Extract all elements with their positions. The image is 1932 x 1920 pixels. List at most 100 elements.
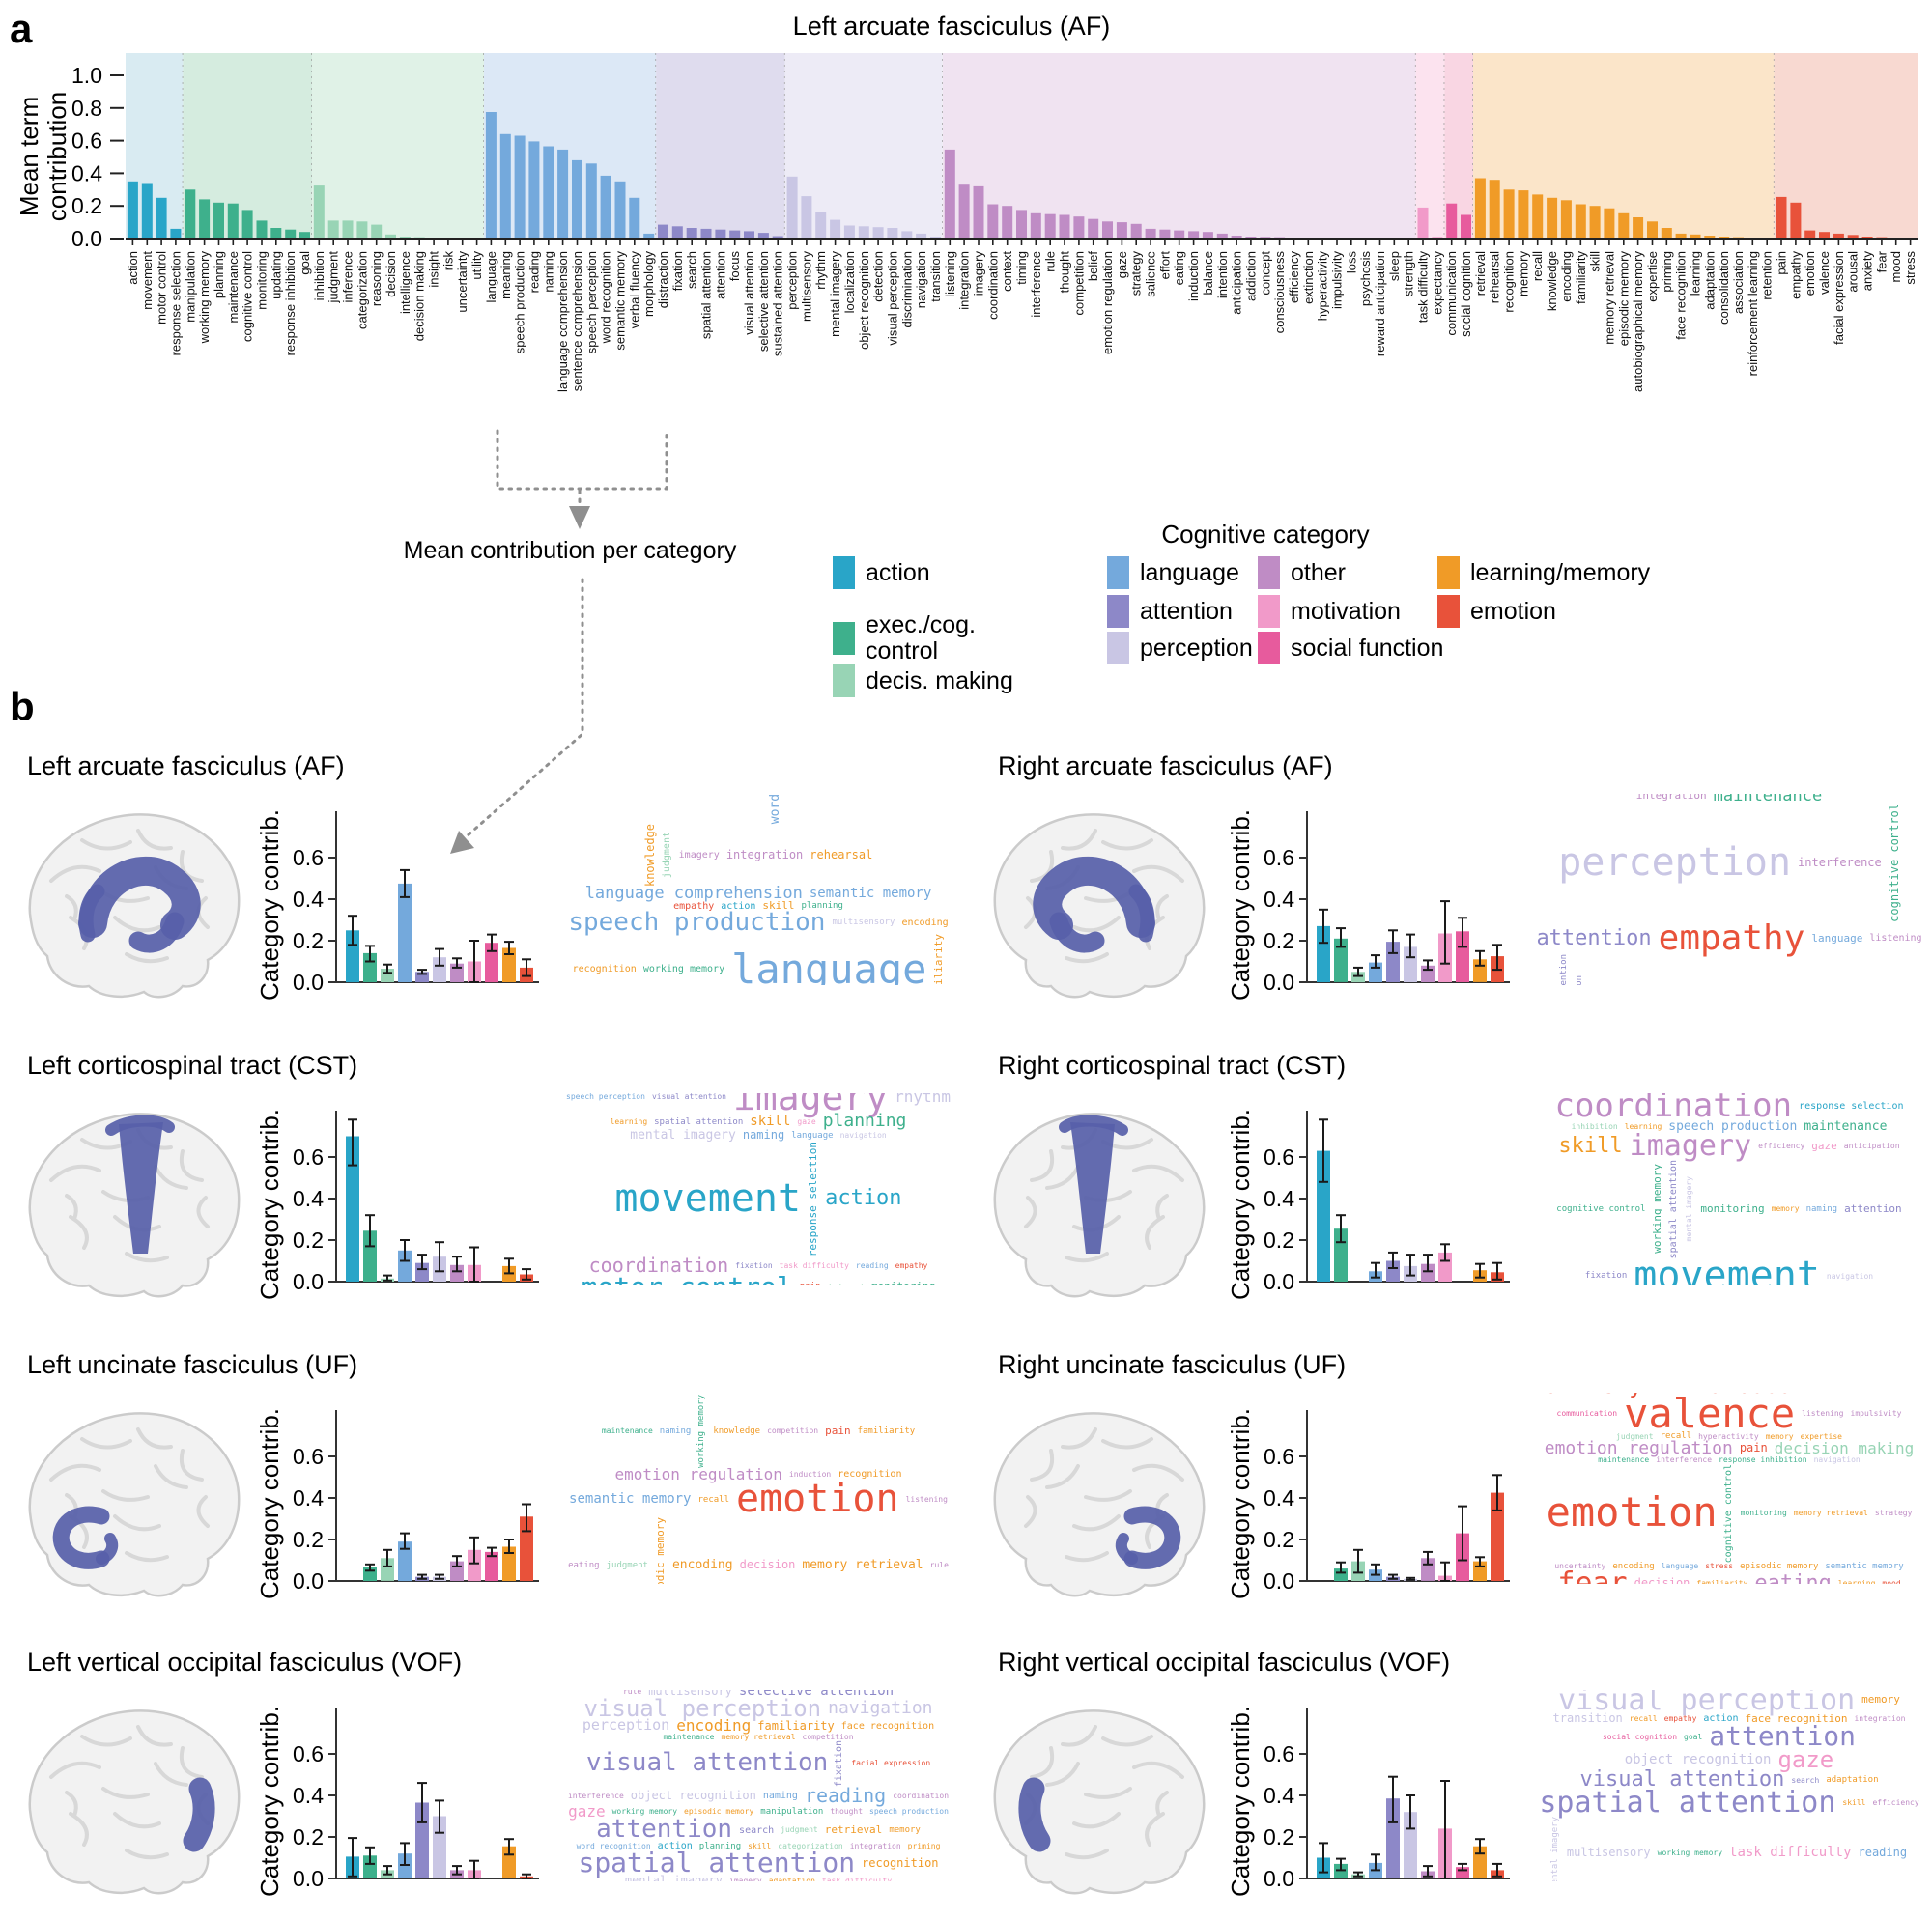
- cloud-word: mental imagery: [1685, 1175, 1694, 1242]
- term-bar-learning: [1560, 200, 1572, 239]
- brain-tract-image-cst-left: [28, 1113, 241, 1298]
- category-bar-action: [346, 930, 359, 983]
- legend-label-emotion: emotion: [1470, 597, 1556, 625]
- term-label: stress: [1903, 251, 1918, 285]
- category-chart-y-tick: 0.6: [293, 1741, 324, 1766]
- term-bar-learning: [1690, 234, 1701, 239]
- cloud-word: attention: [1536, 925, 1652, 950]
- cloud-word: knowledge: [713, 1426, 761, 1436]
- term-label: episodic memory: [1616, 251, 1631, 347]
- cloud-word: recognition: [862, 1855, 939, 1870]
- bracket-arrowhead-icon: [569, 506, 590, 529]
- term-bar-perception: [872, 227, 884, 239]
- term-bar-other: [1145, 228, 1156, 239]
- cloud-word: multisensory: [832, 918, 895, 928]
- cloud-word: judgment: [606, 1560, 648, 1570]
- tract-title-right_vof: Right vertical occipital fasciculus (VOF…: [998, 1648, 1451, 1677]
- cloud-word: face recognition: [1745, 1711, 1848, 1725]
- cloud-word: search: [1791, 1775, 1820, 1785]
- category-bar-language: [398, 1853, 412, 1878]
- term-bar-decis: [313, 185, 325, 239]
- term-bar-attention: [700, 228, 712, 239]
- legend-item-exec: exec./cog. control: [833, 612, 976, 664]
- category-bar-language: [398, 1250, 412, 1283]
- category-chart-y-tick: 0.4: [293, 1186, 324, 1211]
- panel-a-y-tick: 1.0: [71, 63, 102, 88]
- term-label: categorization: [355, 251, 369, 329]
- cloud-word: valence: [762, 1393, 925, 1396]
- term-label: anxiety: [1861, 251, 1875, 292]
- term-label: judgment: [327, 251, 341, 304]
- cloud-word: decision making: [1774, 1438, 1915, 1457]
- term-bar-language: [614, 181, 626, 239]
- term-bar-learning: [1532, 194, 1544, 239]
- term-bar-other: [1088, 218, 1099, 239]
- cloud-word: emotion regulation: [1544, 1437, 1733, 1458]
- term-bar-emotion: [1847, 235, 1859, 239]
- cloud-word: listening: [1802, 1409, 1844, 1419]
- cloud-word: anticipation: [1843, 1142, 1900, 1151]
- category-bar-exec: [363, 1230, 377, 1282]
- cloud-word: episodic memory: [684, 1807, 754, 1817]
- term-label: recall: [1530, 251, 1545, 281]
- panel-a-bar-chart: action movement motor control response sele…: [71, 53, 1918, 392]
- panel-a-y-tick: 0.6: [71, 128, 102, 154]
- cloud-word: attention: [596, 1815, 733, 1845]
- cloud-word: visual attention: [1559, 954, 1569, 985]
- term-bar-language: [643, 233, 655, 239]
- cloud-word: working memory: [611, 1807, 678, 1817]
- legend-item-other: other: [1258, 556, 1346, 589]
- cloud-word: search: [739, 1824, 775, 1836]
- cloud-word: mental imagery: [624, 1874, 723, 1881]
- panel-a-y-tick: 0.8: [71, 96, 102, 121]
- term-label: adaptation: [1702, 251, 1717, 310]
- category-bar-attention: [1386, 942, 1400, 982]
- cloud-word: goal: [1684, 1732, 1703, 1741]
- term-label: arousal: [1846, 251, 1861, 293]
- term-bar-other: [1159, 229, 1171, 239]
- term-bar-perception: [830, 219, 841, 239]
- cloud-word: imagery: [729, 1876, 762, 1881]
- term-label: decision making: [412, 251, 427, 341]
- term-label: face recognition: [1674, 251, 1689, 340]
- cloud-word: pain: [800, 1283, 821, 1285]
- cloud-word: social cognition: [1602, 1732, 1678, 1741]
- term-label: speech production: [513, 251, 527, 353]
- term-bar-action: [170, 228, 182, 239]
- term-label: gaze: [1115, 251, 1129, 278]
- term-bar-perception: [801, 196, 812, 239]
- category-chart-y-tick: 0.6: [293, 1144, 324, 1170]
- legend-item-attention: attention: [1107, 595, 1233, 628]
- brain-tract-image-af-right: [993, 813, 1206, 999]
- cloud-word: semantic memory: [569, 1491, 692, 1508]
- category-chart-y-tick: 0.4: [1264, 1485, 1294, 1511]
- term-label: maintenance: [226, 251, 241, 323]
- term-label: working memory: [197, 251, 212, 345]
- term-label: updating: [269, 251, 283, 299]
- cloud-word: interference: [1656, 1455, 1713, 1465]
- cloud-word: rehearsal: [810, 847, 873, 861]
- cloud-word: perception: [582, 1716, 670, 1735]
- cloud-word: categorization: [778, 1842, 843, 1851]
- brain-figure-left_af: [10, 800, 253, 1004]
- term-bar-perception: [786, 176, 798, 239]
- category-chart-y-tick: 0.0: [293, 1866, 324, 1891]
- term-bar-other: [1202, 232, 1213, 239]
- term-bar-language: [514, 135, 526, 239]
- cloud-word: rule: [622, 1690, 642, 1696]
- term-label: timing: [1014, 251, 1029, 285]
- legend-label-social: social function: [1291, 634, 1444, 662]
- term-label: language comprehension: [555, 251, 570, 392]
- category-bar-perception: [433, 957, 446, 982]
- cloud-word: semantic memory: [1825, 1561, 1904, 1571]
- term-bar-language: [543, 146, 554, 239]
- cloud-word: gaze: [568, 1801, 606, 1821]
- term-bar-other: [1002, 206, 1013, 239]
- cloud-word: fixation: [1584, 1271, 1628, 1282]
- category-chart-ylabel-left_af: Category contrib.: [254, 809, 284, 1001]
- cloud-word: empathy: [1663, 1714, 1697, 1724]
- cloud-word: empathy: [673, 900, 715, 912]
- cloud-word: learning: [1624, 1122, 1662, 1132]
- term-label: memory retrieval: [1602, 251, 1616, 345]
- brain-figure-right_vof: [980, 1696, 1224, 1901]
